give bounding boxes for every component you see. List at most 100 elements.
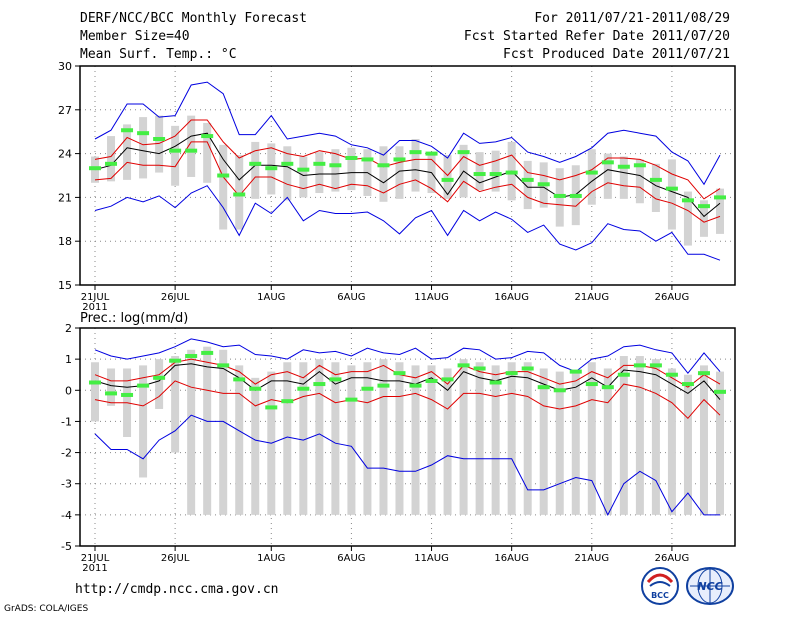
median-marker [89,380,101,385]
median-marker [473,172,486,177]
xtick-label: 21AUG [574,292,609,303]
median-marker [105,161,118,166]
median-marker [441,377,454,382]
ensemble-box [203,346,212,515]
median-marker [313,161,326,166]
median-marker [537,385,550,390]
series-lower-quantile-line [94,380,721,420]
ytick-label: 21 [58,191,72,204]
median-marker [505,371,518,376]
ensemble-box [299,156,308,198]
median-marker [633,163,646,168]
ensemble-box [667,159,676,230]
refer-date: Fcst Started Refer Date 2011/07/20 [463,29,730,44]
median-marker [361,386,374,391]
median-marker [297,167,310,172]
ensemble-box [203,122,212,183]
xtick-sublabel: 2011 [82,302,107,313]
ensemble-box [716,188,724,234]
median-marker [105,391,118,396]
series-max-line [94,81,721,186]
xtick-label: 26JUL [161,553,190,564]
median-marker [697,204,710,209]
ensemble-box [603,368,612,515]
ensemble-box [187,115,196,177]
ensemble-box [603,153,612,199]
ensemble-box [716,371,724,515]
median-marker [217,363,230,368]
ytick-label: 30 [58,60,72,73]
median-marker [137,383,150,388]
ensemble-box [587,149,596,205]
variable-label: Mean Surf. Temp.: °C [80,47,237,62]
median-marker [601,385,614,390]
xtick-sublabel: 2011 [82,563,107,574]
ensemble-box [283,362,292,515]
ensemble-box [395,146,404,199]
median-marker [441,177,454,182]
series-mean-line [94,363,721,400]
xtick-label: 21AUG [574,553,609,564]
median-marker [201,350,214,355]
median-marker [553,193,566,198]
median-marker [345,397,358,402]
ensemble-box [379,359,388,515]
ensemble-box [699,365,708,515]
median-marker [137,131,150,136]
median-marker [649,363,662,368]
ytick-label: -1 [61,415,72,428]
series-upper-quantile-line [94,358,721,388]
xtick-label: 6AUG [337,553,365,564]
median-marker [377,383,390,388]
chart-title: DERF/NCC/BCC Monthly Forecast [80,11,307,26]
ensemble-box [331,362,340,515]
median-marker [153,375,166,380]
median-marker [521,177,534,182]
median-marker [361,157,374,162]
ensemble-box [251,377,260,515]
xtick-label: 6AUG [337,292,365,303]
ensemble-box [139,117,148,179]
ensemble-box [699,200,708,237]
median-marker [585,382,598,387]
median-marker [169,358,182,363]
median-marker [249,386,262,391]
ensemble-box [651,359,660,515]
median-marker [681,198,694,203]
ensemble-box [107,136,116,182]
series-min-line [94,414,720,517]
ensemble-box [443,368,452,515]
ensemble-box [331,149,340,192]
ensemble-box [155,359,164,409]
ytick-label: 27 [58,104,72,117]
xtick-label: 21JUL [81,292,110,303]
ensemble-box [475,362,484,515]
xtick-label: 11AUG [414,292,449,303]
ensemble-box [571,371,580,515]
ensemble-box [123,124,132,180]
median-marker [249,161,262,166]
ytick-label: 24 [58,148,72,161]
median-marker [233,192,246,197]
median-marker [617,372,630,377]
median-marker [329,163,342,168]
ensemble-box [219,144,228,230]
series-min-line [94,185,721,261]
ensemble-box [379,146,388,202]
xtick-label: 21JUL [81,553,110,564]
median-marker [665,186,678,191]
ytick-label: 18 [58,235,72,248]
median-marker [393,157,406,162]
median-marker [377,163,390,168]
ytick-label: 0 [65,384,72,397]
xtick-label: 16AUG [494,292,529,303]
ensemble-box [139,365,148,478]
ensemble-box [475,152,484,191]
source-url[interactable]: http://cmdp.ncc.cma.gov.cn [75,582,279,597]
ensemble-box [683,374,692,515]
precip-title: Prec.: log(mm/d) [80,311,188,326]
ytick-label: 15 [58,279,72,292]
ensemble-box [315,152,324,194]
ytick-label: -4 [61,509,72,522]
